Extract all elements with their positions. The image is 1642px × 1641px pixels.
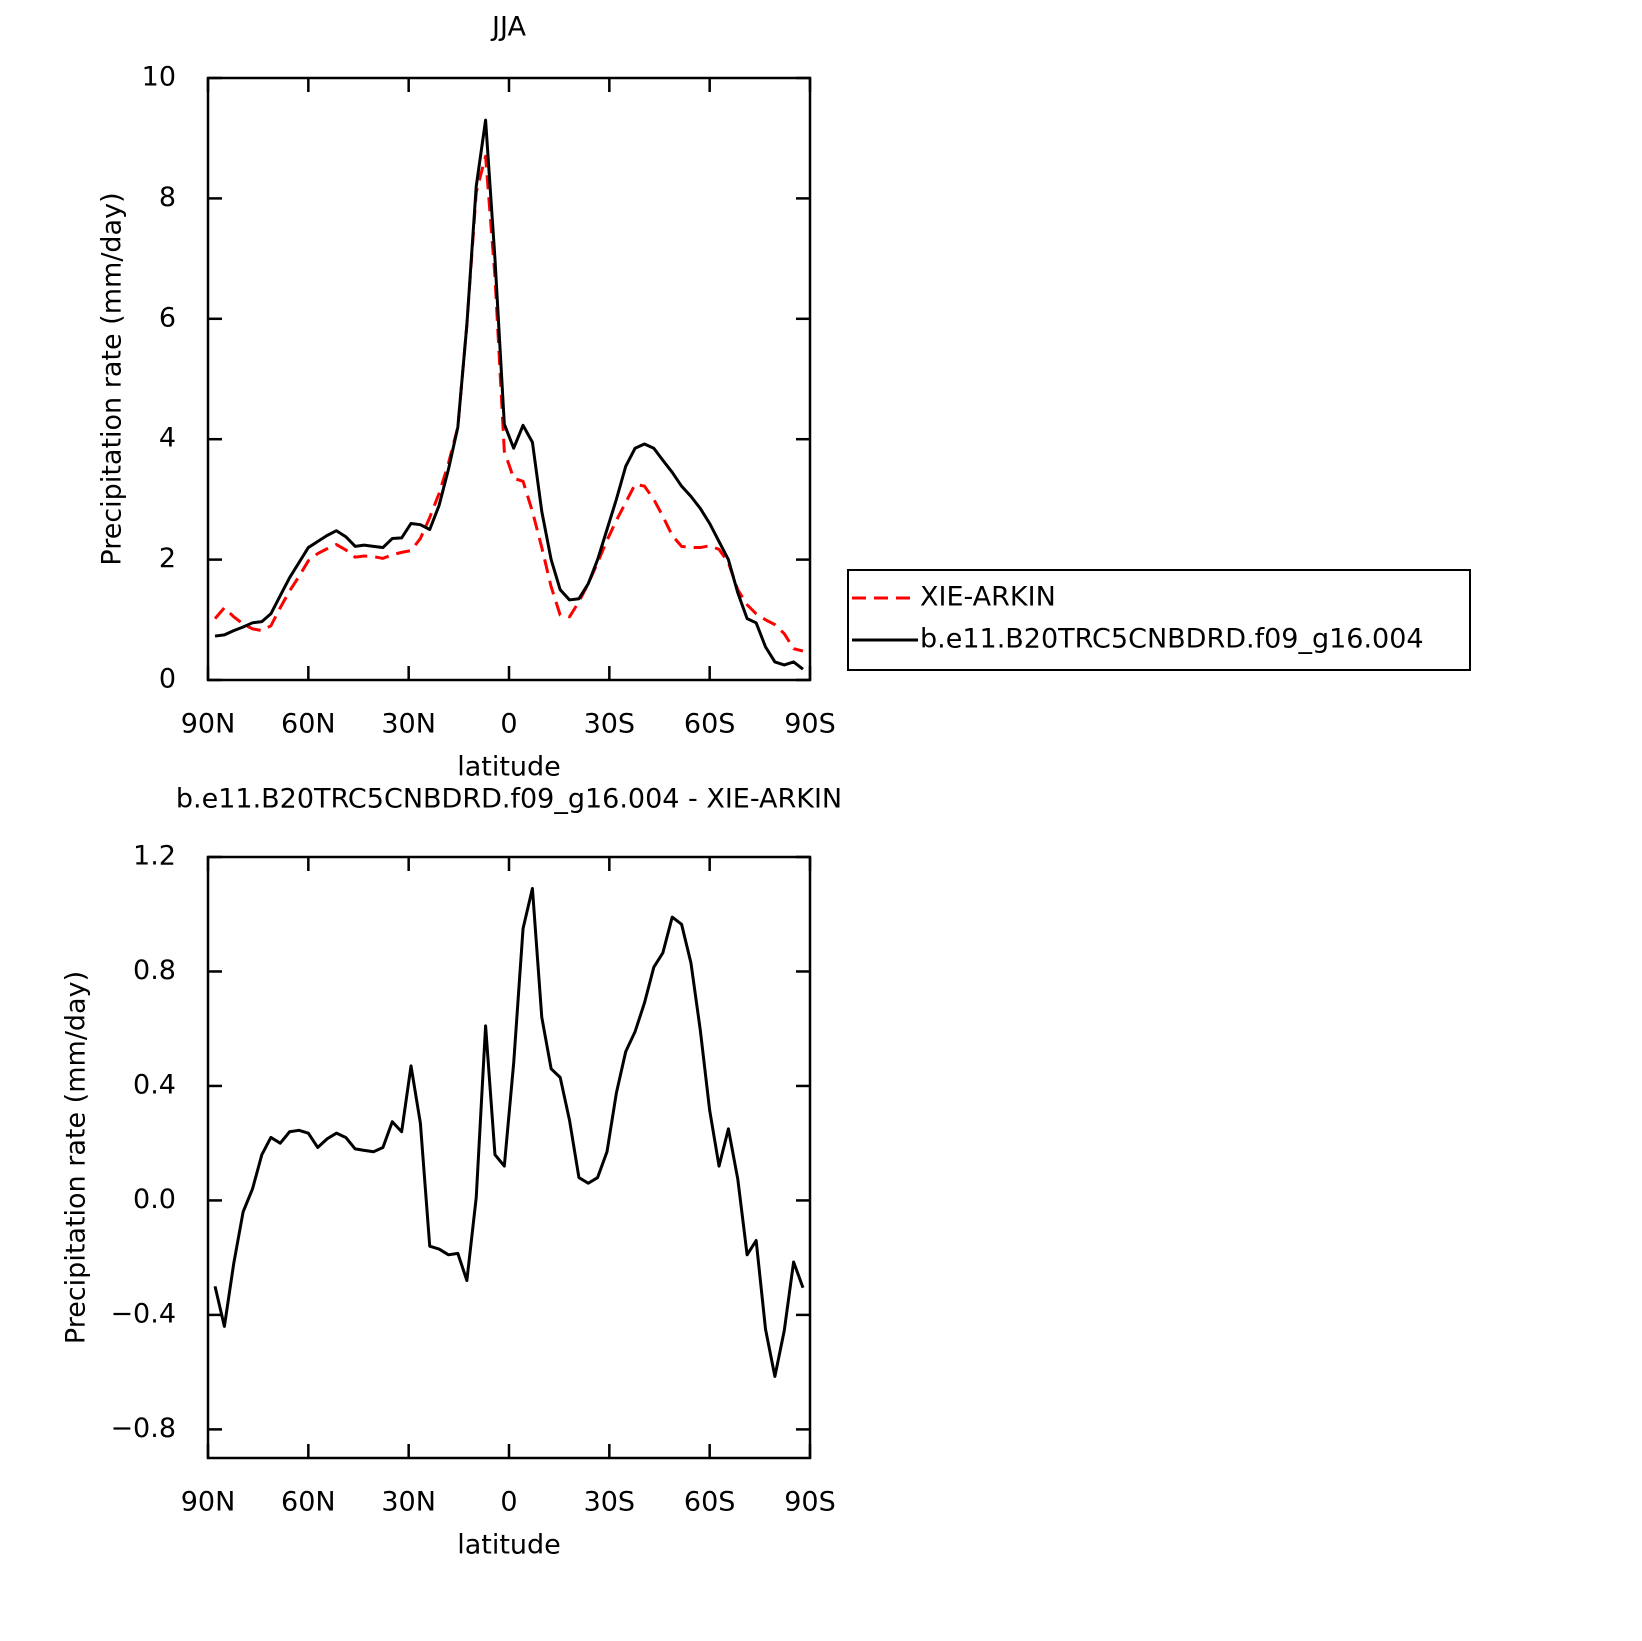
legend-box	[847, 569, 1471, 671]
x-tick-label: 30S	[584, 1487, 636, 1518]
chart-title: b.e11.B20TRC5CNBDRD.f09_g16.004 - XIE-AR…	[176, 784, 842, 815]
y-tick-label: 0.4	[133, 1069, 176, 1100]
series-line	[214, 118, 804, 671]
x-tick-label: 90S	[784, 1487, 836, 1518]
y-axis-label: Precipitation rate (mm/day)	[97, 192, 128, 565]
x-tick-label: 30N	[381, 709, 436, 740]
x-tick-label: 30S	[584, 709, 636, 740]
legend-label: XIE-ARKIN	[920, 582, 1056, 613]
x-tick-label: 60S	[684, 1487, 736, 1518]
x-tick-label: 0	[500, 709, 517, 740]
chart-title: JJA	[490, 12, 526, 43]
plot-frame	[206, 76, 812, 682]
x-axis-label: latitude	[457, 1530, 561, 1561]
x-tick-label: 90S	[784, 709, 836, 740]
plot-frame	[206, 855, 812, 1460]
y-tick-label: −0.4	[110, 1298, 176, 1329]
x-tick-label: 60N	[281, 1487, 336, 1518]
y-tick-label: 2	[159, 543, 176, 574]
x-tick-label: 60N	[281, 709, 336, 740]
legend-label: b.e11.B20TRC5CNBDRD.f09_g16.004	[920, 624, 1424, 655]
y-tick-label: −0.8	[110, 1413, 176, 1444]
x-tick-label: 0	[500, 1487, 517, 1518]
data-line	[213, 886, 805, 1378]
y-tick-label: 8	[159, 182, 176, 213]
y-tick-label: 0	[159, 664, 176, 695]
x-tick-label: 60S	[684, 709, 736, 740]
x-tick-label: 90N	[181, 709, 236, 740]
x-tick-label: 30N	[381, 1487, 436, 1518]
x-tick-label: 90N	[181, 1487, 236, 1518]
series-line	[213, 154, 804, 653]
y-tick-label: 0.8	[133, 955, 176, 986]
y-tick-label: 1.2	[133, 841, 176, 872]
y-tick-label: 4	[159, 423, 176, 454]
y-tick-label: 10	[142, 62, 176, 93]
y-tick-label: 6	[159, 302, 176, 333]
x-axis-label: latitude	[457, 752, 561, 783]
y-tick-label: 0.0	[133, 1184, 176, 1215]
y-axis-label: Precipitation rate (mm/day)	[61, 971, 92, 1344]
